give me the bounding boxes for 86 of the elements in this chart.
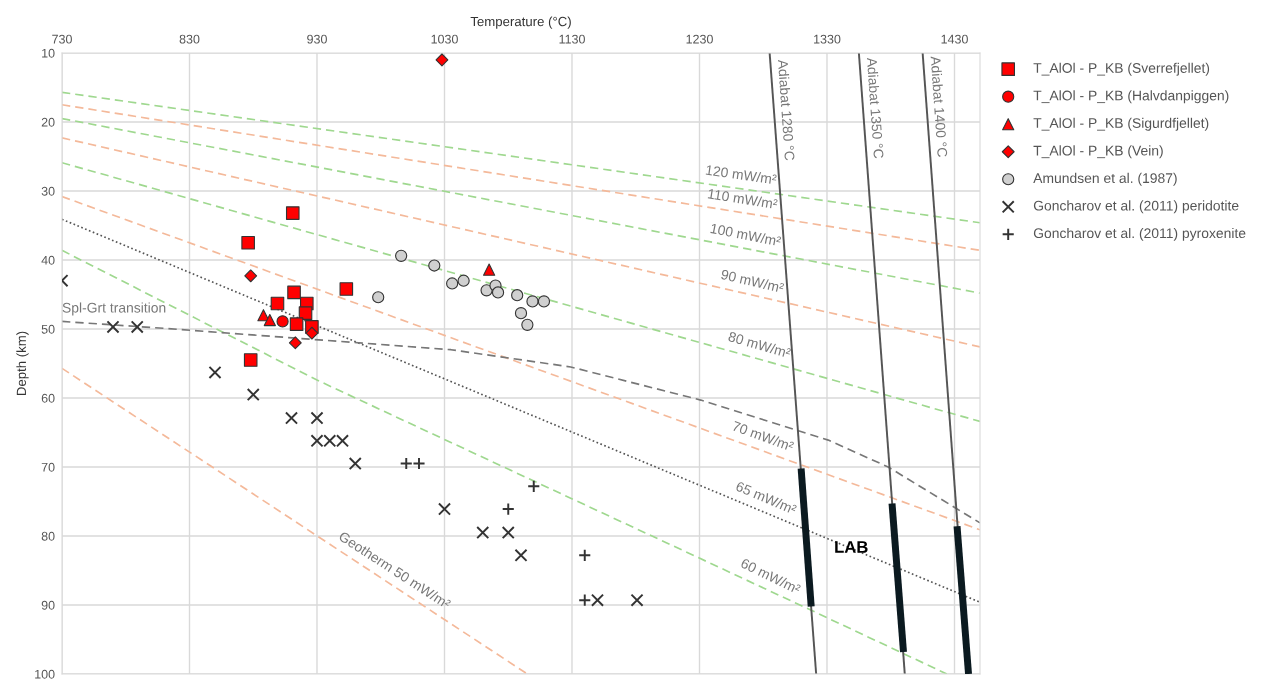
line-series	[62, 320, 980, 524]
x-tick-label: 930	[307, 34, 327, 44]
point	[435, 53, 449, 67]
point	[514, 548, 528, 562]
legend-label: T_AlOl - P_KB (Halvdanpiggen)	[1033, 90, 1229, 104]
legend-label: T_AlOl - P_KB (Sverrefjellet)	[1033, 62, 1210, 76]
point	[480, 284, 493, 297]
point	[348, 457, 362, 471]
x-axis-title: Temperature (°C)	[470, 16, 571, 29]
legend-label: T_AlOl - P_KB (Sigurdfjellet)	[1033, 117, 1209, 131]
point	[243, 353, 258, 367]
point	[521, 318, 534, 331]
annotation: Adiabat 1400 °C	[930, 55, 948, 158]
y-tick-label: 100	[35, 669, 55, 679]
point	[437, 502, 452, 516]
point	[527, 479, 541, 493]
point	[130, 320, 144, 334]
line-series	[62, 249, 948, 674]
point	[246, 388, 260, 402]
y-tick-label: 90	[41, 600, 55, 610]
point	[578, 548, 592, 562]
point	[491, 286, 505, 299]
annotation: 120 mW/m²	[705, 164, 777, 185]
point	[476, 526, 490, 540]
y-tick-label: 70	[41, 462, 55, 472]
y-tick-label: 40	[41, 255, 55, 265]
x-tick-label: 730	[52, 34, 72, 44]
annotation: 110 mW/m²	[707, 188, 778, 210]
y-tick-label: 20	[41, 117, 55, 127]
annotation: Adiabat 1280 °C	[777, 59, 796, 161]
point	[578, 593, 592, 607]
point	[208, 365, 222, 379]
point	[284, 411, 299, 425]
point	[244, 269, 258, 283]
point	[446, 277, 459, 290]
point	[288, 336, 302, 350]
legend-label: Goncharov et al. (2011) peridotite	[1033, 200, 1239, 214]
point	[457, 274, 470, 287]
point	[305, 326, 319, 340]
point	[399, 457, 413, 471]
point	[298, 306, 313, 320]
point	[511, 289, 524, 302]
annotation: 100 mW/m²	[710, 223, 782, 247]
annotation: 65 mW/m²	[735, 480, 798, 515]
point	[428, 259, 441, 272]
y-tick-label: 30	[41, 186, 55, 196]
point	[395, 249, 408, 262]
point	[285, 206, 300, 220]
point	[287, 285, 301, 300]
point	[483, 263, 496, 276]
x-tick-label: 1230	[686, 34, 713, 44]
legend-label: Amundsen et al. (1987)	[1033, 172, 1177, 186]
x-tick-label: 1430	[941, 34, 968, 44]
x-tick-label: 1330	[814, 34, 841, 44]
x-tick-label: 830	[179, 34, 200, 44]
point	[310, 411, 324, 425]
point	[630, 593, 644, 607]
point	[263, 313, 276, 327]
point	[590, 593, 605, 607]
point	[537, 295, 551, 308]
point	[241, 235, 255, 250]
annotation: Spl-Grt transition	[62, 302, 166, 316]
annotation: LAB	[835, 541, 868, 553]
point	[501, 526, 515, 540]
annotation: Adiabat 1350 °C	[866, 57, 885, 159]
x-tick-label: 1030	[431, 34, 458, 44]
point	[526, 295, 539, 308]
point	[106, 320, 120, 334]
point	[514, 307, 528, 320]
legend-label: T_AlOl - P_KB (Vein)	[1033, 145, 1163, 159]
point	[372, 291, 385, 304]
legend-label: Goncharov et al. (2011) pyroxenite	[1033, 227, 1246, 241]
point	[339, 282, 354, 296]
y-tick-label: 50	[41, 324, 55, 334]
y-axis-title: Depth (km)	[16, 331, 29, 396]
annotation: 60 mW/m²	[740, 557, 802, 595]
point	[270, 296, 285, 311]
annotation: 80 mW/m²	[727, 331, 792, 359]
point	[289, 317, 304, 331]
annotation: 70 mW/m²	[731, 420, 795, 452]
annotation: 90 mW/m²	[720, 268, 785, 294]
y-tick-label: 10	[42, 48, 55, 58]
point	[276, 315, 289, 328]
y-tick-label: 60	[41, 393, 55, 403]
x-tick-label: 1130	[559, 34, 585, 44]
y-tick-label: 80	[41, 531, 55, 541]
